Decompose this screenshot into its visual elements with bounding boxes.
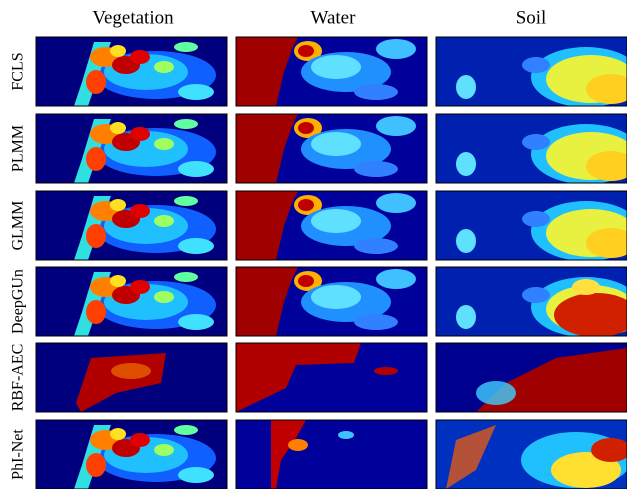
map-region xyxy=(456,305,476,329)
map-region xyxy=(298,275,314,287)
map-region xyxy=(522,211,550,227)
map-region xyxy=(174,272,198,282)
map-region xyxy=(130,280,150,294)
abundance-map xyxy=(36,343,227,412)
abundance-map xyxy=(36,191,227,260)
map-region xyxy=(130,433,150,447)
map-region xyxy=(522,134,550,150)
abundance-map xyxy=(236,37,427,106)
column-header: Vegetation xyxy=(92,7,174,28)
map-region xyxy=(130,127,150,141)
map-region xyxy=(130,50,150,64)
map-region xyxy=(86,147,106,171)
map-region xyxy=(154,61,174,73)
map-region xyxy=(354,161,398,177)
abundance-map xyxy=(36,420,227,489)
map-region xyxy=(174,425,198,435)
map-region xyxy=(174,42,198,52)
abundance-map xyxy=(436,191,627,261)
map-region xyxy=(456,229,476,253)
map-region xyxy=(110,199,126,211)
map-region xyxy=(376,116,416,136)
row-label: FCLS xyxy=(10,52,27,90)
map-region xyxy=(130,204,150,218)
map-region xyxy=(236,420,427,489)
map-region xyxy=(311,209,361,233)
map-region xyxy=(154,291,174,303)
map-region xyxy=(572,279,600,295)
map-region xyxy=(522,57,550,73)
abundance-map xyxy=(236,420,427,489)
abundance-map xyxy=(436,114,627,184)
map-region xyxy=(298,45,314,57)
abundance-map xyxy=(236,114,427,183)
map-region xyxy=(456,75,476,99)
map-region xyxy=(178,84,214,100)
abundance-map xyxy=(436,420,627,489)
map-region xyxy=(298,122,314,134)
map-region xyxy=(178,238,214,254)
abundance-map xyxy=(36,114,227,183)
map-region xyxy=(456,152,476,176)
column-header: Soil xyxy=(516,7,547,28)
map-region xyxy=(178,161,214,177)
map-region xyxy=(174,119,198,129)
map-region xyxy=(376,193,416,213)
map-region xyxy=(110,428,126,440)
map-region xyxy=(110,122,126,134)
row-label: RBF-AEC xyxy=(10,344,27,412)
map-region xyxy=(110,45,126,57)
map-region xyxy=(154,138,174,150)
row-label: GLMM xyxy=(10,201,27,251)
map-region xyxy=(311,285,361,309)
map-region xyxy=(178,314,214,330)
map-region xyxy=(522,287,550,303)
map-region xyxy=(86,224,106,248)
map-region xyxy=(354,84,398,100)
abundance-map xyxy=(436,267,627,337)
map-region xyxy=(154,444,174,456)
map-region xyxy=(374,367,398,375)
column-header: Water xyxy=(311,7,357,28)
map-region xyxy=(154,215,174,227)
abundance-map xyxy=(36,37,227,106)
map-region xyxy=(288,439,308,451)
map-region xyxy=(174,196,198,206)
map-region xyxy=(311,132,361,156)
map-region xyxy=(298,199,314,211)
map-region xyxy=(86,70,106,94)
abundance-map xyxy=(36,267,227,336)
abundance-map xyxy=(436,37,627,107)
map-region xyxy=(376,39,416,59)
row-label: PLMM xyxy=(10,125,27,172)
map-region xyxy=(354,314,398,330)
row-label: PhI-Net xyxy=(10,429,27,480)
map-region xyxy=(178,467,214,483)
panel-grid xyxy=(36,37,627,489)
figure: Vegetation Water Soil FCLS PLMM GLMM DeepGU… xyxy=(0,0,627,489)
abundance-map xyxy=(236,191,427,260)
map-region xyxy=(110,275,126,287)
abundance-map xyxy=(236,267,427,336)
abundance-map xyxy=(436,343,627,412)
map-region xyxy=(111,363,151,379)
row-label: DeepGUn xyxy=(10,269,27,334)
map-region xyxy=(311,55,361,79)
map-region xyxy=(476,381,516,405)
map-region xyxy=(86,453,106,477)
map-region xyxy=(338,431,354,439)
map-region xyxy=(376,269,416,289)
map-region xyxy=(354,238,398,254)
abundance-map xyxy=(236,343,427,412)
map-region xyxy=(86,300,106,324)
